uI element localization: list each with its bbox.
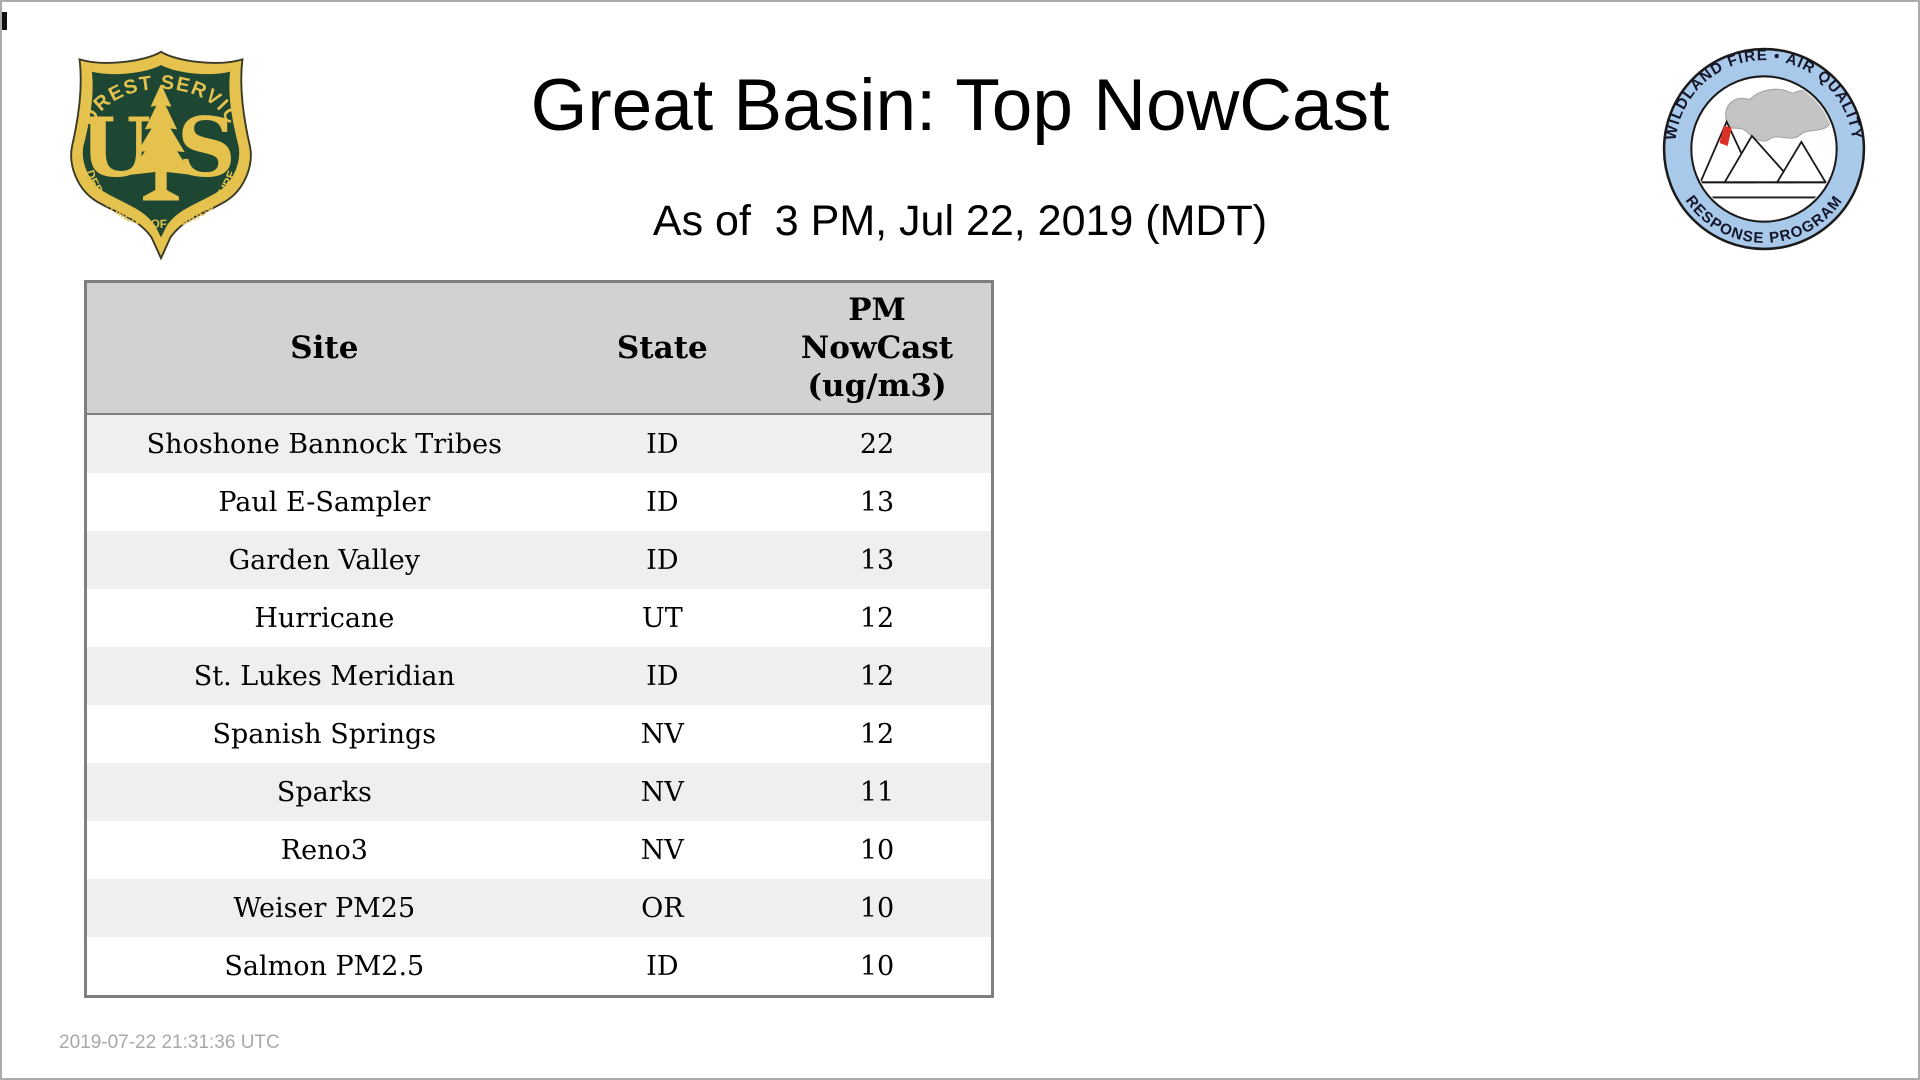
column-header-site: Site [85,281,562,415]
cell-pm-nowcast: 22 [859,428,895,460]
flame-icon [1719,125,1732,146]
cell-site: Shoshone Bannock Tribes [146,428,502,460]
table-row: Reno3 NV 10 [85,821,993,879]
column-header-state: State [561,281,764,415]
cell-pm-nowcast: 13 [859,486,895,518]
cell-site: Salmon PM2.5 [224,950,425,982]
cell-site: Spanish Springs [212,718,437,750]
table-row: Sparks NV 11 [85,763,993,821]
shield-letter-u: U [80,101,151,196]
cell-state: UT [641,602,683,634]
airfire-logo: WILDLAND FIRE • AIR QUALITY RESPONSE PRO… [1662,47,1866,251]
forest-service-logo: FOREST SERVICE U S DEPARTMENT OF AGRICUL… [66,48,252,261]
cell-state: ID [646,428,679,460]
table-row: Hurricane UT 12 [85,589,993,647]
cell-state: ID [646,950,679,982]
cell-pm-nowcast: 11 [859,776,895,808]
cell-pm-nowcast: 12 [859,718,895,750]
cell-state: ID [646,544,679,576]
table-header-row: Site State PM NowCast (ug/m3) [85,281,993,415]
table-row: Spanish Springs NV 12 [85,705,993,763]
page-subtitle: As of 3 PM, Jul 22, 2019 (MDT) [652,197,1268,245]
cell-pm-nowcast: 10 [859,950,895,982]
cell-state: ID [646,486,679,518]
cell-pm-nowcast: 10 [859,892,895,924]
table-row: Garden Valley ID 13 [85,531,993,589]
shield-letter-s: S [177,101,236,196]
cell-state: NV [640,776,684,808]
cell-state: ID [646,660,679,692]
page-title: Great Basin: Top NowCast [530,65,1390,146]
nowcast-table: Site State PM NowCast (ug/m3) Shoshone B… [84,280,994,998]
pine-tree-icon [129,83,193,201]
table-row: Weiser PM25 OR 10 [85,879,993,937]
left-edge-artifact [2,12,7,30]
cell-site: Paul E-Sampler [218,486,431,518]
column-header-pm-nowcast: PM NowCast (ug/m3) [763,281,993,415]
table-row: St. Lukes Meridian ID 12 [85,647,993,705]
cell-site: St. Lukes Meridian [193,660,455,692]
cell-site: Hurricane [254,602,395,634]
table-row: Shoshone Bannock Tribes ID 22 [85,414,993,473]
cell-state: NV [640,834,684,866]
cell-site: Sparks [276,776,372,808]
nowcast-table-body: Shoshone Bannock Tribes ID 22 Paul E-Sample… [85,414,993,997]
cell-site: Garden Valley [228,544,421,576]
cell-state: NV [640,718,684,750]
table-row: Paul E-Sampler ID 13 [85,473,993,531]
table-row: Salmon PM2.5 ID 10 [85,937,993,997]
cell-site: Weiser PM25 [233,892,416,924]
cell-state: OR [641,892,684,924]
cell-pm-nowcast: 12 [859,602,895,634]
generated-timestamp: 2019-07-22 21:31:36 UTC [59,1032,280,1053]
cell-pm-nowcast: 12 [859,660,895,692]
cell-pm-nowcast: 13 [859,544,895,576]
cell-site: Reno3 [280,834,368,866]
cell-pm-nowcast: 10 [859,834,895,866]
